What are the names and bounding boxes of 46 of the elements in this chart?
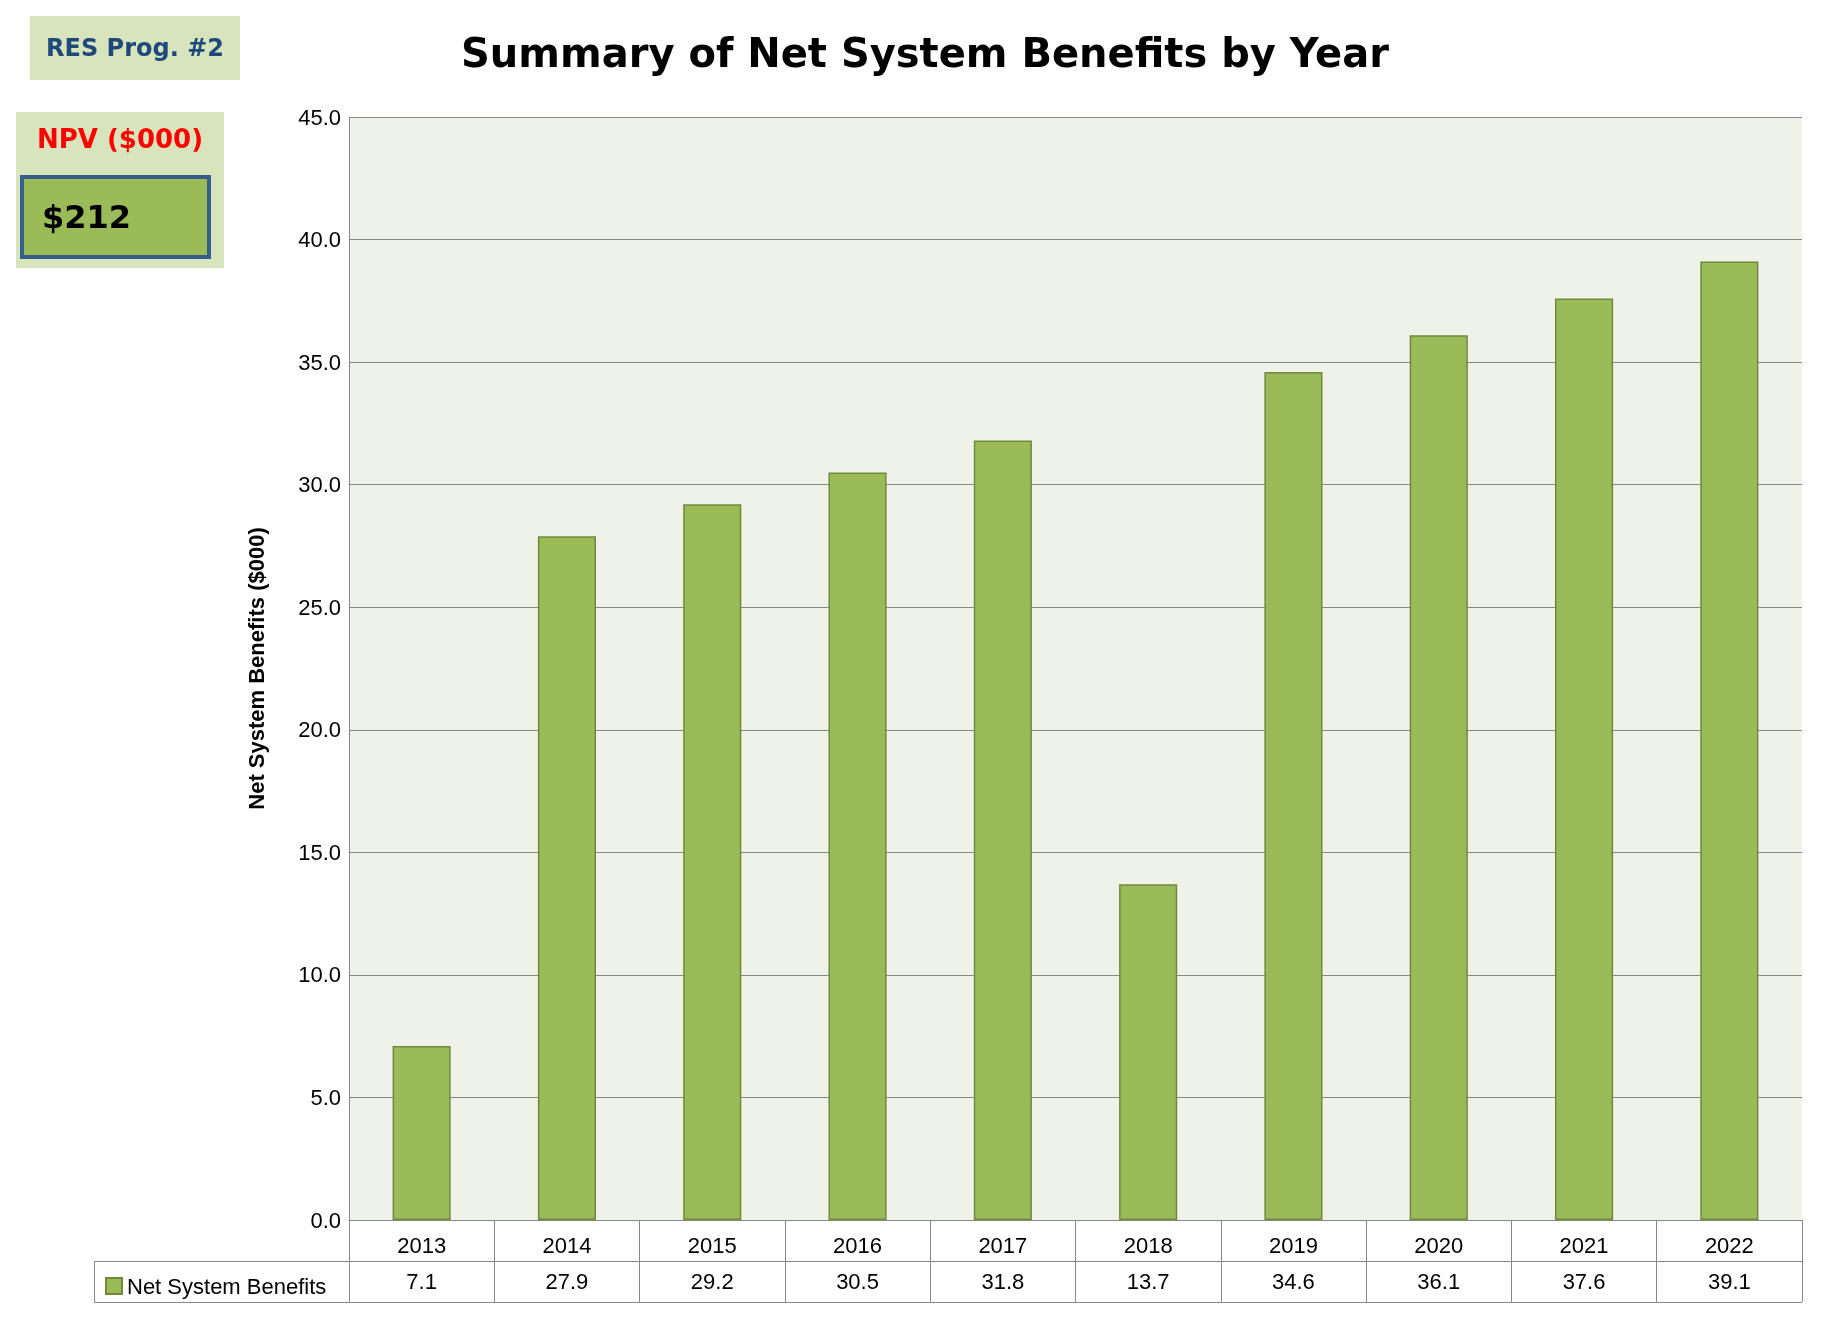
chart-title: Summary of Net System Benefits by Year <box>461 30 1390 76</box>
data-label: 7.1 <box>405 1267 438 1296</box>
text: RES Prog. #2 <box>30 16 240 80</box>
bar <box>683 504 742 1220</box>
y-tick-label: 15.0 <box>298 839 341 865</box>
bar <box>973 440 1032 1220</box>
y-tick-label: 40.0 <box>298 227 341 253</box>
text: $212 <box>20 175 211 259</box>
data-label: 34.6 <box>1271 1267 1316 1296</box>
x-tick-label: 2021 <box>1559 1232 1609 1258</box>
y-tick-label: 5.0 <box>310 1084 341 1110</box>
data-label: 13.7 <box>1125 1267 1171 1296</box>
x-tick-label: 2016 <box>833 1232 883 1258</box>
bar <box>1119 884 1178 1220</box>
y-axis-title: Net System Benefits ($000) <box>243 527 269 810</box>
x-tick-label: 2019 <box>1268 1232 1318 1258</box>
text: NPV ($000) <box>36 124 204 154</box>
bar <box>1409 335 1468 1220</box>
x-tick-label: 2018 <box>1123 1232 1173 1258</box>
legend-label: Net System Benefits <box>127 1273 327 1299</box>
data-label: 36.1 <box>1416 1267 1462 1296</box>
bar <box>1264 371 1323 1220</box>
data-label: 39.1 <box>1706 1267 1752 1296</box>
data-label: 30.5 <box>835 1267 880 1296</box>
bar <box>537 536 597 1220</box>
y-tick-label: 0.0 <box>310 1207 341 1233</box>
y-tick-label: 30.0 <box>298 472 341 498</box>
data-label: 27.9 <box>544 1267 590 1296</box>
data-label: 29.2 <box>689 1267 735 1296</box>
y-tick-label: 35.0 <box>298 349 341 375</box>
bar <box>1554 298 1614 1220</box>
y-tick-label: 10.0 <box>298 962 341 988</box>
y-tick-label: 45.0 <box>298 104 341 130</box>
data-label: 37.6 <box>1561 1267 1607 1296</box>
x-tick-label: 2014 <box>542 1232 592 1258</box>
bar <box>1700 261 1759 1220</box>
bar <box>392 1045 451 1220</box>
bar <box>828 472 887 1220</box>
x-tick-label: 2022 <box>1704 1232 1754 1258</box>
x-tick-label: 2020 <box>1414 1232 1464 1258</box>
x-tick-label: 2013 <box>397 1232 447 1258</box>
data-label: 31.8 <box>980 1267 1026 1296</box>
y-tick-label: 25.0 <box>298 594 341 620</box>
y-tick-label: 20.0 <box>298 717 341 743</box>
x-tick-label: 2015 <box>687 1232 737 1258</box>
x-tick-label: 2017 <box>978 1232 1028 1258</box>
